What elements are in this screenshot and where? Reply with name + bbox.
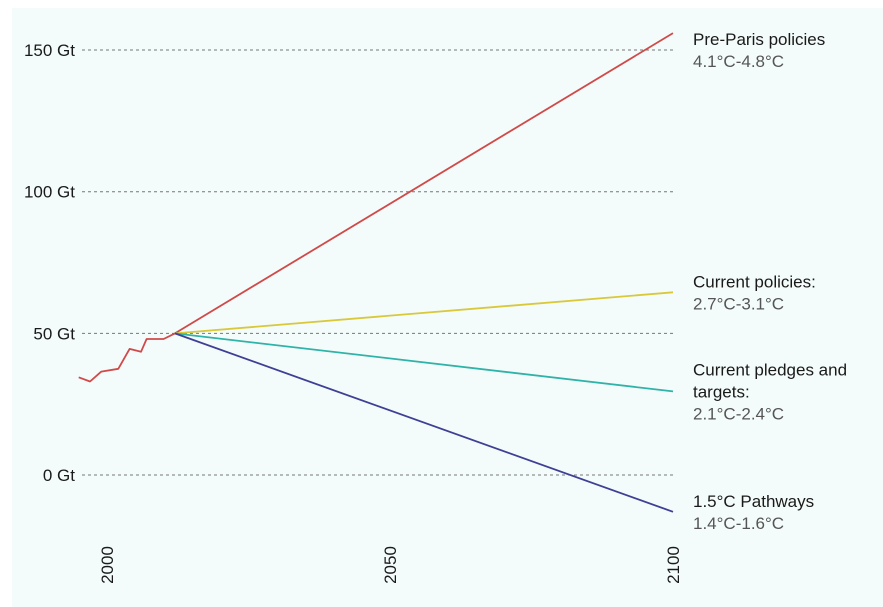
x-tick-label-2100: 2100 bbox=[664, 546, 683, 584]
series-line-1-5-c-pathways bbox=[174, 332, 674, 513]
y-tick-label-0: 0 Gt bbox=[43, 466, 75, 485]
scenario-label-current-pledges-and-targets: Current pledges and bbox=[693, 360, 847, 379]
scenario-label-1-5-c-pathways: 1.5°C Pathways bbox=[693, 492, 814, 511]
scenario-label-current-pledges-and-targets-line2: targets: bbox=[693, 382, 750, 401]
y-tick-label-150: 150 Gt bbox=[24, 41, 75, 60]
scenario-range-1-5-c-pathways: 1.4°C-1.6°C bbox=[693, 514, 784, 533]
y-tick-label-50: 50 Gt bbox=[33, 324, 75, 343]
x-tick-label-2050: 2050 bbox=[381, 546, 400, 584]
scenario-label-current-policies: Current policies: bbox=[693, 272, 816, 291]
scenario-range-current-policies: 2.7°C-3.1°C bbox=[693, 294, 784, 313]
y-tick-label-100: 100 Gt bbox=[24, 183, 75, 202]
x-tick-label-2000: 2000 bbox=[98, 546, 117, 584]
series-line-current-policies bbox=[174, 291, 674, 335]
scenario-range-current-pledges-and-targets: 2.1°C-2.4°C bbox=[693, 404, 784, 423]
chart-panel bbox=[12, 8, 883, 607]
series-line-current-pledges-and-targets bbox=[174, 332, 674, 393]
series-line-pre-paris-policies bbox=[174, 32, 674, 335]
scenario-label-pre-paris-policies: Pre-Paris policies bbox=[693, 30, 825, 49]
series-line-historical bbox=[78, 332, 176, 383]
scenario-range-pre-paris-policies: 4.1°C-4.8°C bbox=[693, 52, 784, 71]
